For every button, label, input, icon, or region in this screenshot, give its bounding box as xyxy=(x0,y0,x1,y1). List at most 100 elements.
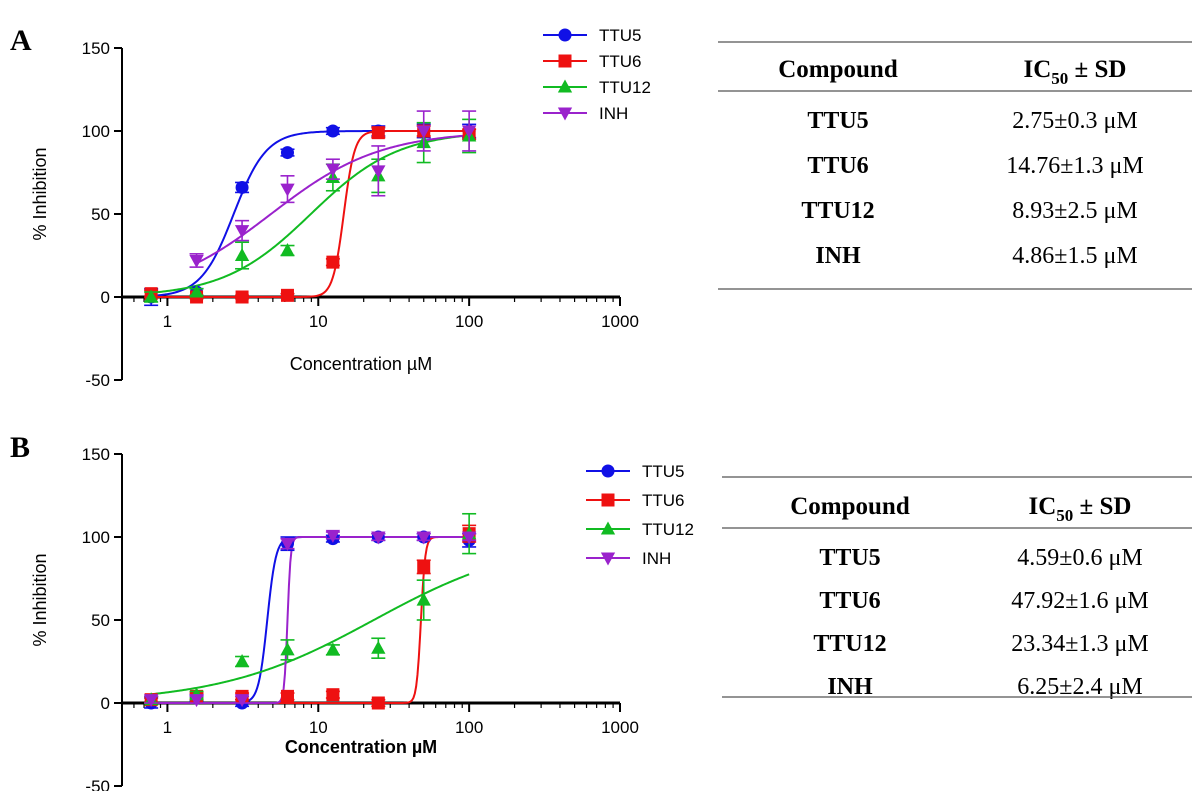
data-point-inh xyxy=(461,125,477,139)
y-tick-label: 100 xyxy=(82,528,110,547)
legend-marker-ttu6 xyxy=(558,54,572,68)
legend-label-inh: INH xyxy=(599,104,628,123)
table-cell-ic50: 23.34±1.3 μM xyxy=(1011,631,1148,657)
chart-b-points xyxy=(143,512,477,710)
y-tick-label: -50 xyxy=(85,371,110,390)
table-cell-ic50: 2.75±0.3 μM xyxy=(1012,108,1137,134)
table-cell-ic50: 8.93±2.5 μM xyxy=(1012,198,1137,224)
legend-marker-ttu5 xyxy=(601,464,615,478)
data-point-ttu6 xyxy=(371,696,385,710)
table-b-header-compound: Compound xyxy=(790,493,910,520)
ic50-table-a: Compound IC50 ± SD TTU5 2.75±0.3 μM TTU6 14… xyxy=(718,41,1192,290)
x-tick-label: 1 xyxy=(163,718,172,737)
table-a-header-ic50: IC50 ± SD xyxy=(1024,56,1127,88)
data-point-ttu5 xyxy=(280,146,294,160)
fit-curve-ttu12 xyxy=(151,573,470,696)
y-tick-label: 150 xyxy=(82,39,110,58)
chart-b-legend: TTU5 TTU6 TTU12 INH xyxy=(586,462,694,568)
y-tick-label: 0 xyxy=(101,288,110,307)
data-point-ttu12 xyxy=(189,284,204,298)
data-point-ttu12 xyxy=(143,289,159,303)
x-tick-label: 1000 xyxy=(601,312,639,331)
data-point-ttu12 xyxy=(371,640,386,654)
data-point-ttu12 xyxy=(280,243,295,257)
panel-letter-b: B xyxy=(10,431,30,464)
table-cell-compound: TTU12 xyxy=(801,198,874,224)
x-tick-label: 10 xyxy=(309,312,328,331)
chart-a-axes: -50 0 50 100 150 1 10 100 1000 Concentration µM % … xyxy=(30,39,639,390)
data-point-inh xyxy=(371,165,386,179)
fit-curve-ttu6 xyxy=(151,130,470,298)
table-cell-ic50: 4.86±1.5 μM xyxy=(1012,243,1137,269)
y-tick-label: 50 xyxy=(91,611,110,630)
legend-marker-ttu12 xyxy=(557,79,573,93)
y-axis-label: % Inhibition xyxy=(30,553,50,646)
data-point-inh xyxy=(280,183,295,197)
data-point-ttu12 xyxy=(234,248,250,262)
table-cell-compound: INH xyxy=(827,674,873,700)
table-b-header-ic50: IC50 ± SD xyxy=(1029,493,1132,525)
data-point-ttu6 xyxy=(326,688,340,702)
y-tick-label: -50 xyxy=(85,777,110,791)
y-tick-label: 50 xyxy=(91,205,110,224)
legend-label-ttu12: TTU12 xyxy=(642,520,694,539)
data-point-inh xyxy=(416,531,431,545)
data-point-ttu6 xyxy=(235,290,249,304)
chart-b-curves xyxy=(151,536,470,704)
table-cell-ic50: 4.59±0.6 μM xyxy=(1017,545,1142,571)
legend-marker-inh xyxy=(557,107,573,121)
table-a-header-compound: Compound xyxy=(778,56,898,83)
table-cell-ic50: 47.92±1.6 μM xyxy=(1011,588,1148,614)
fit-curve-inh xyxy=(151,536,470,704)
data-point-inh xyxy=(234,225,250,239)
data-point-inh xyxy=(189,254,204,268)
x-axis-label: Concentration µM xyxy=(285,737,437,757)
fit-curve-ttu12 xyxy=(151,134,470,294)
chart-a-points xyxy=(143,110,477,307)
x-tick-label: 1 xyxy=(163,312,172,331)
fit-curve-inh xyxy=(196,134,470,265)
chart-a: -50 0 50 100 150 1 10 100 1000 Concentration µM % … xyxy=(30,26,651,390)
table-a-rows: TTU5 2.75±0.3 μM TTU6 14.76±1.3 μM TTU12 8.93… xyxy=(801,108,1143,269)
x-tick-label: 1000 xyxy=(601,718,639,737)
data-point-ttu12 xyxy=(234,654,250,668)
panel-letter-a: A xyxy=(10,24,32,57)
table-cell-compound: TTU5 xyxy=(819,545,880,571)
legend-marker-ttu12 xyxy=(600,521,616,535)
table-cell-compound: TTU6 xyxy=(807,153,868,179)
data-point-inh xyxy=(189,694,204,708)
table-cell-compound: INH xyxy=(815,243,861,269)
data-point-inh xyxy=(461,531,477,545)
data-point-ttu5 xyxy=(235,180,249,194)
y-tick-label: 0 xyxy=(101,694,110,713)
ic50-table-b: Compound IC50 ± SD TTU5 4.59±0.6 μM TTU6 47… xyxy=(722,476,1192,700)
x-tick-label: 100 xyxy=(455,718,483,737)
x-axis-label: Concentration µM xyxy=(290,354,432,374)
chart-b-axes: -50 0 50 100 150 1 10 100 1000 Concentration µM % … xyxy=(30,445,639,791)
legend-label-ttu6: TTU6 xyxy=(599,52,642,71)
chart-a-curves xyxy=(151,130,470,298)
table-cell-ic50: 14.76±1.3 μM xyxy=(1006,153,1143,179)
legend-marker-ttu6 xyxy=(601,493,615,507)
data-point-inh xyxy=(371,531,386,545)
chart-b: -50 0 50 100 150 1 10 100 1000 Concentration µM % … xyxy=(30,445,694,791)
x-tick-label: 10 xyxy=(309,718,328,737)
legend-marker-inh xyxy=(600,552,616,566)
table-b-rows: TTU5 4.59±0.6 μM TTU6 47.92±1.6 μM TTU12 23.3… xyxy=(813,545,1148,700)
table-cell-compound: TTU12 xyxy=(813,631,886,657)
legend-label-ttu6: TTU6 xyxy=(642,491,685,510)
chart-a-legend: TTU5 TTU6 TTU12 INH xyxy=(543,26,651,123)
y-axis-label: % Inhibition xyxy=(30,147,50,240)
data-point-ttu6 xyxy=(371,126,385,140)
data-point-inh xyxy=(280,538,295,552)
data-point-inh xyxy=(325,163,341,177)
data-point-ttu12 xyxy=(280,642,295,656)
table-cell-ic50: 6.25±2.4 μM xyxy=(1017,674,1142,700)
data-point-ttu12 xyxy=(325,642,341,656)
data-point-ttu6 xyxy=(417,560,431,574)
data-point-ttu5 xyxy=(326,124,340,138)
data-point-ttu6 xyxy=(280,689,294,703)
data-point-ttu12 xyxy=(416,592,431,606)
data-point-ttu6 xyxy=(280,288,294,302)
